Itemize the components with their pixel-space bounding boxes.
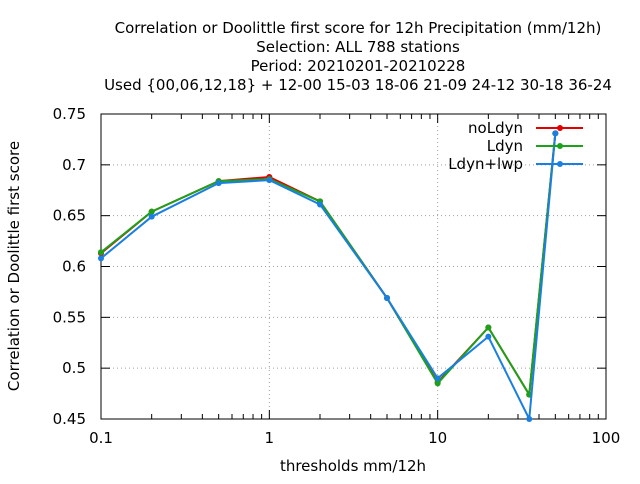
- data-point: [485, 324, 492, 331]
- y-tick-label: 0.65: [53, 207, 86, 225]
- data-point: [434, 375, 441, 382]
- legend-swatch-point: [557, 143, 563, 149]
- data-point: [215, 180, 222, 187]
- chart-title-line: Period: 20210201-20210228: [251, 57, 466, 75]
- y-tick-label: 0.45: [53, 410, 86, 428]
- legend-swatch-point: [557, 125, 563, 131]
- data-point: [552, 130, 559, 137]
- y-axis-label: Correlation or Doolittle first score: [5, 141, 23, 391]
- chart-title-group: Correlation or Doolittle first score for…: [104, 19, 612, 94]
- x-tick-label: 10: [428, 429, 447, 447]
- data-point: [148, 213, 155, 220]
- legend-swatch-point: [557, 161, 563, 167]
- data-point: [148, 208, 155, 215]
- data-point: [383, 295, 390, 302]
- data-point: [434, 380, 441, 387]
- grid: [101, 114, 606, 419]
- data-point: [317, 201, 324, 208]
- x-tick-label: 100: [592, 429, 621, 447]
- plot-frame: [100, 113, 607, 420]
- chart-title-line: Correlation or Doolittle first score for…: [115, 19, 602, 37]
- legend-label: Ldyn+lwp: [448, 155, 523, 173]
- chart-title-line: Selection: ALL 788 stations: [256, 38, 460, 56]
- y-tick-label: 0.75: [53, 105, 86, 123]
- data-point: [485, 333, 492, 340]
- axis-ticks: 0.45 0.5 0.55 0.6 0.65 0.7 0.75 0.1 1 10 100: [53, 105, 621, 447]
- x-axis-label: thresholds mm/12h: [280, 457, 426, 475]
- x-tick-label: 1: [265, 429, 275, 447]
- legend-label: noLdyn: [468, 119, 523, 137]
- series-Ldyn+lwp: [98, 130, 559, 422]
- y-tick-label: 0.7: [62, 156, 86, 174]
- data-point: [98, 249, 104, 256]
- series-line: [100, 133, 557, 420]
- chart-title-line: Used {00,06,12,18} + 12-00 15-03 18-06 2…: [104, 76, 612, 94]
- series-group: [98, 130, 559, 422]
- y-tick-label: 0.55: [53, 308, 86, 326]
- data-point: [266, 177, 273, 184]
- y-tick-label: 0.6: [62, 258, 86, 276]
- data-point: [98, 255, 104, 262]
- y-tick-label: 0.5: [62, 359, 86, 377]
- data-point: [526, 416, 533, 422]
- legend-label: Ldyn: [487, 137, 523, 155]
- x-tick-label: 0.1: [89, 429, 113, 447]
